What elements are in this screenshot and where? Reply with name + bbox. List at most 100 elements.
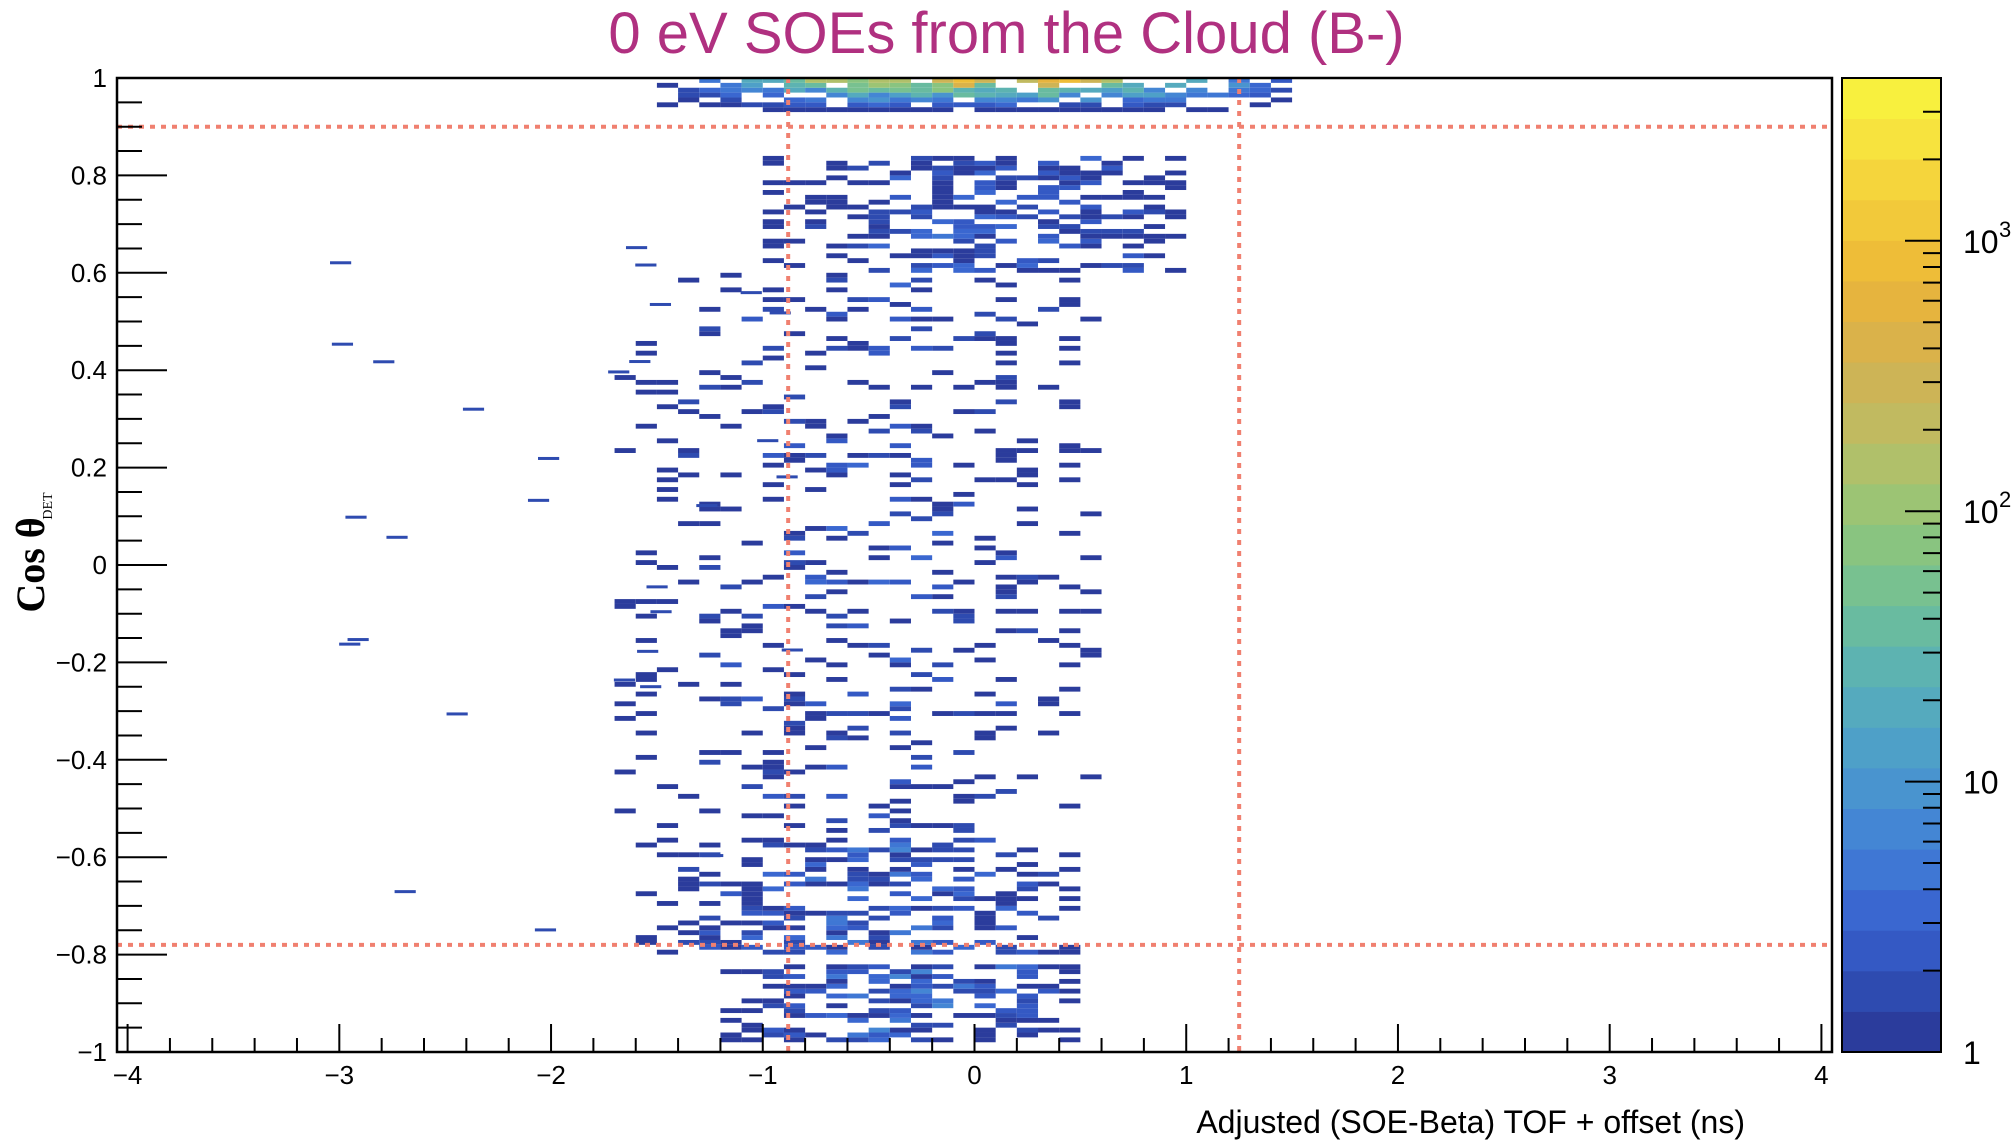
heatmap-bin (1122, 92, 1144, 98)
heatmap-bin (1101, 194, 1123, 200)
heatmap-bin (847, 306, 869, 312)
heatmap-bin (995, 589, 1017, 595)
x-tick-label: −2 (536, 1060, 566, 1090)
heatmap-bin (783, 1037, 806, 1043)
heatmap-bin (656, 823, 679, 828)
heatmap-bin (1016, 1032, 1039, 1038)
heatmap-bin (974, 983, 996, 989)
heatmap-bin (656, 925, 679, 931)
heatmap-bin (1165, 180, 1187, 186)
heatmap-bin (1059, 199, 1081, 205)
heatmap-bin (741, 82, 763, 88)
heatmap-bin (762, 769, 784, 775)
heatmap-bin (1080, 219, 1102, 225)
heatmap-bin (699, 613, 721, 619)
heatmap-bin (932, 983, 954, 989)
heatmap-bin (1016, 847, 1039, 853)
heatmap-bin (741, 1022, 763, 1028)
heatmap-bin (974, 1003, 996, 1009)
heatmap-bin (678, 472, 700, 478)
heatmap-bin (1080, 243, 1102, 249)
x-tick-label: −4 (113, 1060, 143, 1090)
heatmap-bin (805, 701, 827, 707)
heatmap-bin (889, 998, 911, 1004)
heatmap-bin (720, 1008, 742, 1014)
heatmap-bin (932, 107, 954, 113)
heatmap-bin (783, 910, 806, 916)
heatmap-bin (974, 233, 996, 239)
colorbar-segment (1842, 849, 1941, 891)
heatmap-bin (762, 925, 784, 931)
heatmap-bin (699, 370, 721, 376)
heatmap-bin (826, 949, 848, 955)
heatmap-bin (783, 793, 806, 799)
heatmap-bin (1038, 224, 1060, 229)
heatmap-bin (932, 608, 954, 614)
heatmap-bin (910, 87, 933, 93)
heatmap-bin (995, 901, 1017, 906)
heatmap-bin (953, 847, 975, 853)
heatmap-bin (910, 214, 933, 220)
heatmap-bin (868, 545, 890, 551)
heatmap-bin (1101, 107, 1123, 113)
heatmap-bin (910, 97, 933, 103)
heatmap-bin (910, 905, 933, 911)
heatmap-bin (635, 613, 657, 619)
heatmap-bin (635, 560, 657, 565)
heatmap-bin (995, 677, 1017, 682)
heatmap-bin (762, 759, 784, 765)
heatmap-bin (1186, 107, 1208, 113)
heatmap-bin (910, 978, 933, 984)
heatmap-bin (762, 750, 784, 755)
heatmap-bin (847, 462, 869, 468)
heatmap-bin (910, 974, 933, 979)
heatmap-bin (910, 423, 933, 429)
heatmap-bin (678, 876, 700, 882)
heatmap-bin (699, 306, 721, 312)
heatmap-bin (1080, 214, 1102, 220)
heatmap-bin (1016, 579, 1039, 585)
heatmap-bin (1016, 97, 1039, 103)
heatmap-bin (1080, 102, 1102, 108)
heatmap-bin (826, 735, 848, 741)
heatmap-bin (847, 78, 869, 83)
heatmap-bin (1059, 87, 1081, 93)
heatmap-bin (868, 297, 890, 303)
heatmap-bin (868, 92, 890, 98)
heatmap-bin (953, 92, 975, 98)
heatmap-bin (889, 496, 911, 502)
heatmap-bin (1059, 905, 1081, 911)
heatmap-bin (1059, 803, 1081, 809)
heatmap-bin (678, 87, 700, 93)
heatmap-bin (974, 102, 996, 108)
heatmap-bin (783, 905, 806, 911)
heatmap-bin (868, 930, 890, 936)
heatmap-bin (826, 316, 848, 322)
heatmap-bin (805, 574, 827, 580)
heatmap-bin (783, 944, 806, 950)
heatmap-bin (826, 1003, 848, 1009)
heatmap-bin (910, 277, 933, 283)
heatmap-bin (762, 87, 784, 93)
heatmap-bin (932, 584, 954, 590)
heatmap-bin (826, 277, 848, 283)
heatmap-bin (932, 175, 954, 181)
heatmap-bin (847, 87, 869, 93)
heatmap-bin (783, 1003, 806, 1009)
heatmap-bin (741, 837, 763, 843)
heatmap-bin (847, 214, 869, 220)
colorbar-segment (1842, 970, 1941, 1012)
heatmap-bin (741, 944, 763, 950)
heatmap-bin (1143, 253, 1166, 259)
heatmap-bin (974, 920, 996, 926)
heatmap-bin (762, 603, 784, 609)
heatmap-bin (847, 725, 869, 731)
heatmap-bin (847, 896, 869, 902)
heatmap-bin (826, 983, 848, 989)
heatmap-bin (805, 209, 827, 215)
heatmap-bin (783, 983, 806, 989)
heatmap-bin (953, 491, 975, 497)
heatmap-bin (1143, 238, 1166, 244)
heatmap-bin (720, 944, 742, 950)
heatmap-bin (649, 302, 672, 306)
